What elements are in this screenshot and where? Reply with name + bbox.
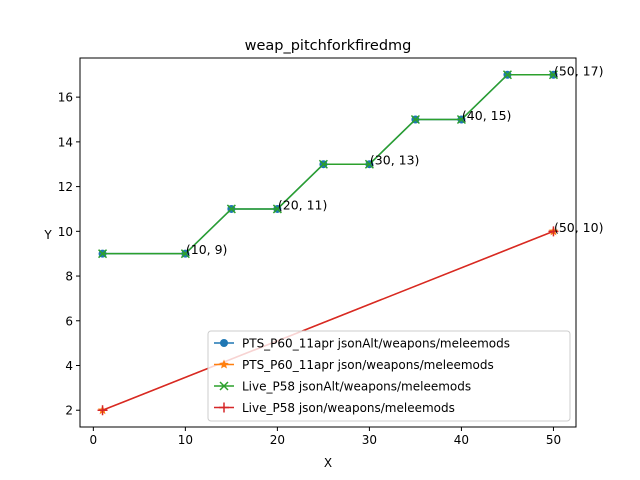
series-3-point	[364, 159, 374, 169]
point-annotation: (10, 9)	[186, 242, 228, 257]
series-4-point	[548, 226, 559, 237]
legend-box	[207, 330, 571, 422]
x-tick-label: 30	[362, 433, 377, 447]
y-tick-label: 16	[58, 91, 73, 105]
axes: 0 10 20 30 40 50 2 4 6 8 10 12 14 16	[58, 57, 577, 447]
series-3	[98, 70, 558, 259]
plot-area: (10, 9) (20, 11) (30, 13) (40, 15) (50, 17) (…	[97, 63, 604, 416]
point-annotation: (20, 11)	[278, 197, 328, 212]
legend-swatch-marker	[219, 381, 229, 391]
point-annotation: (50, 10)	[554, 220, 604, 235]
y-tick-label: 4	[65, 359, 73, 373]
series-3-point	[548, 70, 558, 80]
y-tick-label: 8	[65, 270, 73, 284]
x-axis-label: X	[324, 456, 332, 470]
series-3-point	[456, 114, 466, 125]
series-3-point	[180, 249, 190, 259]
y-tick-label: 6	[65, 314, 73, 328]
y-tick-label: 14	[58, 135, 73, 149]
series-3-point	[272, 204, 282, 214]
legend-label: PTS_P60_11apr json/weapons/meleemods	[242, 358, 494, 372]
y-tick-label: 2	[65, 404, 73, 418]
y-axis-label: Y	[43, 228, 52, 242]
series-3-point	[410, 114, 420, 125]
y-tick-label: 12	[58, 180, 73, 194]
series-3-point	[98, 249, 108, 259]
legend: PTS_P60_11apr jsonAlt/weapons/meleemods P…	[207, 330, 571, 422]
series-3-point	[502, 70, 512, 80]
legend-label: Live_P58 jsonAlt/weapons/meleemods	[242, 380, 471, 394]
y-tick-label: 10	[58, 225, 73, 239]
series-4-point	[97, 405, 108, 416]
point-annotation: (40, 15)	[462, 108, 512, 123]
series-3-point	[226, 204, 236, 214]
point-annotation: (30, 13)	[370, 153, 420, 168]
x-tick-label: 20	[270, 433, 285, 447]
legend-swatch-marker	[220, 339, 228, 347]
x-tick-label: 50	[546, 433, 561, 447]
x-tick-label: 0	[90, 433, 98, 447]
legend-swatch-marker	[219, 402, 229, 413]
series-4-line	[102, 230, 554, 411]
series-4	[97, 226, 559, 416]
x-tick-label: 40	[454, 433, 469, 447]
legend-label: PTS_P60_11apr jsonAlt/weapons/meleemods	[242, 337, 510, 351]
legend-label: Live_P58 json/weapons/meleemods	[242, 401, 455, 415]
series-3-point	[318, 159, 328, 169]
series-3-line	[102, 74, 554, 255]
axes-frame	[79, 57, 577, 428]
legend-swatch-marker	[219, 359, 229, 369]
point-annotation: (50, 17)	[554, 63, 604, 78]
chart-title: weap_pitchforkfiredmg	[245, 38, 412, 54]
x-tick-label: 10	[178, 433, 193, 447]
